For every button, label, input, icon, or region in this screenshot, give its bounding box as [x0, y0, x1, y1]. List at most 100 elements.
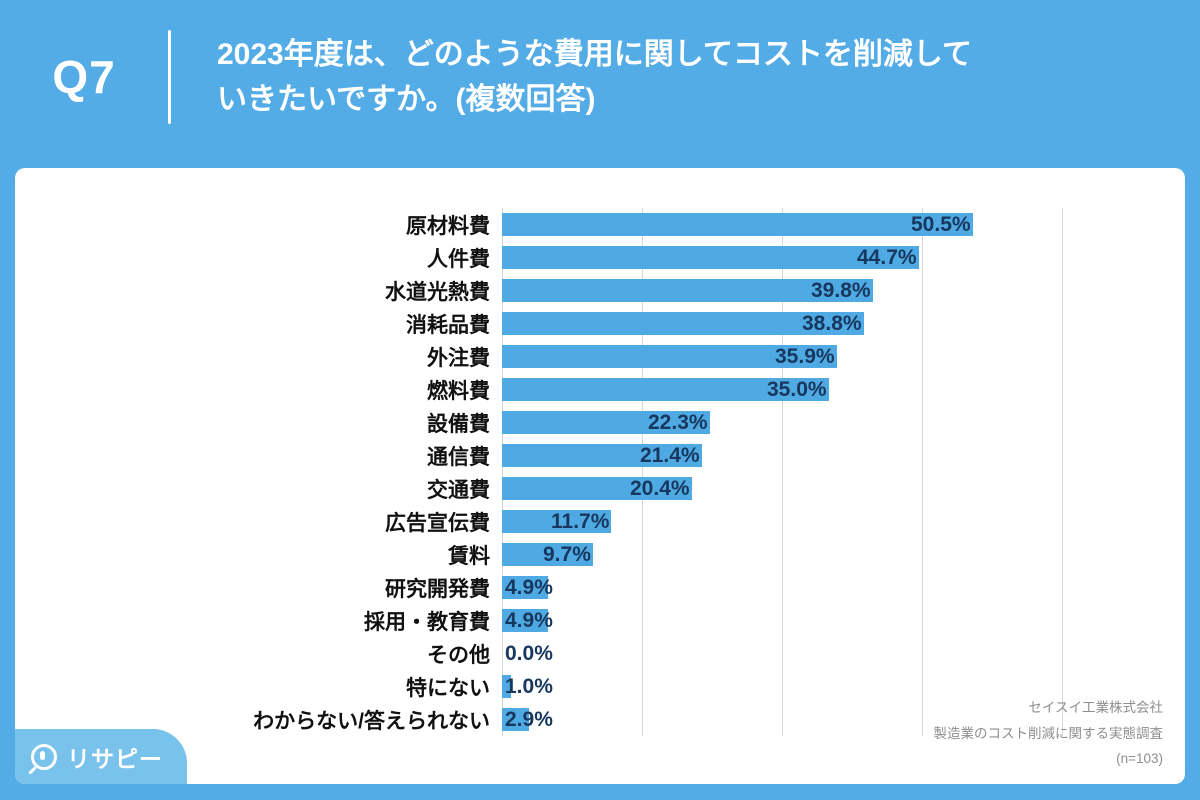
bar-label: 広告宣伝費 — [385, 511, 490, 535]
chart-row: 研究開発費 4.9% — [27, 571, 1062, 604]
bar — [502, 543, 593, 566]
logo-text: リサピー — [67, 745, 163, 772]
magnifier-icon — [31, 743, 57, 770]
source-sample-size: (n=103) — [1116, 751, 1163, 767]
bar-label: 設備費 — [427, 412, 490, 436]
gridline — [642, 208, 643, 736]
bar-value: 44.7% — [857, 245, 917, 269]
source-attribution: セイスイ工業株式会社 製造業のコスト削減に関する実態調査 (n=103) — [934, 695, 1164, 772]
source-company: セイスイ工業株式会社 — [1028, 700, 1163, 716]
bar-label: 外注費 — [427, 346, 490, 370]
gridline — [502, 208, 503, 736]
bar — [502, 378, 829, 401]
bar — [502, 510, 612, 533]
question-title-line2: いきたいですか。(複数回答) — [217, 83, 596, 116]
bar — [502, 609, 548, 632]
bar-label: 特にない — [406, 676, 490, 700]
chart-row: 人件費 44.7% — [27, 241, 1062, 274]
bar — [502, 411, 711, 434]
chart-row: 燃料費 35.0% — [27, 373, 1062, 406]
question-header: Q7 2023年度は、どのような費用に関してコストを削減して いきたいですか。(… — [0, 0, 1200, 168]
bar-label: 採用・教育費 — [364, 610, 490, 634]
bar-track: 20.4% — [502, 472, 1062, 505]
bar-track: 9.7% — [502, 538, 1062, 571]
bar-track: 4.9% — [502, 571, 1062, 604]
bar — [502, 477, 693, 500]
chart-row: その他 0.0% — [27, 637, 1062, 670]
bar-label: 研究開発費 — [385, 577, 490, 601]
question-title: 2023年度は、どのような費用に関してコストを削減して いきたいですか。(複数回… — [217, 32, 972, 122]
bar-value: 4.9% — [505, 608, 553, 632]
bar-value: 0.0% — [505, 641, 553, 665]
gridline — [922, 208, 923, 736]
chart-row: 交通費 20.4% — [27, 472, 1062, 505]
bar-value: 35.0% — [767, 377, 827, 401]
chart-row: わからない/答えられない 2.9% — [27, 703, 1062, 736]
bar-value: 39.8% — [811, 278, 871, 302]
bar-value: 50.5% — [911, 212, 971, 236]
bar — [502, 279, 874, 302]
chart-row: 賃料 9.7% — [27, 538, 1062, 571]
bar-track: 39.8% — [502, 274, 1062, 307]
chart-row: 通信費 21.4% — [27, 439, 1062, 472]
bar-track: 35.9% — [502, 340, 1062, 373]
bar-track: 22.3% — [502, 406, 1062, 439]
chart-row: 水道光熱費 39.8% — [27, 274, 1062, 307]
bar-track: 21.4% — [502, 439, 1062, 472]
bar-label: 人件費 — [427, 247, 490, 271]
bar — [502, 213, 974, 236]
bar-track: 44.7% — [502, 241, 1062, 274]
question-title-line1: 2023年度は、どのような費用に関してコストを削減して — [217, 38, 972, 71]
bar-track: 50.5% — [502, 208, 1062, 241]
chart-rows: 原材料費 50.5% 人件費 44.7% 水道光熱費 39.8% 消耗品費 38… — [27, 208, 1062, 736]
bar — [502, 576, 548, 599]
bar — [502, 708, 530, 731]
bar-label: その他 — [427, 643, 490, 667]
bar-label: 水道光熱費 — [385, 280, 490, 304]
chart-row: 特にない 1.0% — [27, 670, 1062, 703]
bar-value: 11.7% — [551, 509, 610, 533]
bar-track: 11.7% — [502, 505, 1062, 538]
bar-value: 20.4% — [630, 476, 690, 500]
bar — [502, 312, 865, 335]
bar-track: 0.0% — [502, 637, 1062, 670]
bar-label: 消耗品費 — [406, 313, 490, 337]
bar-value: 35.9% — [775, 344, 835, 368]
bar-value: 9.7% — [543, 542, 591, 566]
chart-row: 採用・教育費 4.9% — [27, 604, 1062, 637]
bar-label: 通信費 — [427, 445, 490, 469]
chart-row: 原材料費 50.5% — [27, 208, 1062, 241]
bar — [502, 246, 920, 269]
bar-value: 38.8% — [802, 311, 862, 335]
bar-label: 原材料費 — [406, 214, 490, 238]
bar-track: 38.8% — [502, 307, 1062, 340]
bar-value: 4.9% — [505, 575, 553, 599]
bar — [502, 675, 512, 698]
risapi-logo: リサピー — [15, 729, 187, 784]
bar-track: 4.9% — [502, 604, 1062, 637]
bar-value: 22.3% — [648, 410, 708, 434]
bar-label: 賃料 — [448, 544, 490, 568]
bar — [502, 444, 702, 467]
bar-value: 1.0% — [505, 674, 553, 698]
chart-row: 広告宣伝費 11.7% — [27, 505, 1062, 538]
bar-label: 燃料費 — [427, 379, 490, 403]
chart-row: 消耗品費 38.8% — [27, 307, 1062, 340]
gridline — [782, 208, 783, 736]
bar-track: 1.0% — [502, 670, 1062, 703]
bar-value: 2.9% — [505, 707, 553, 731]
bar-chart: 原材料費 50.5% 人件費 44.7% 水道光熱費 39.8% 消耗品費 38… — [27, 208, 1063, 736]
bar-value: 21.4% — [640, 443, 700, 467]
chart-card: 原材料費 50.5% 人件費 44.7% 水道光熱費 39.8% 消耗品費 38… — [15, 168, 1185, 784]
bar — [502, 345, 838, 368]
bar-label: 交通費 — [427, 478, 490, 502]
question-number: Q7 — [52, 51, 116, 103]
bar-label: わからない/答えられない — [253, 709, 490, 733]
chart-row: 設備費 22.3% — [27, 406, 1062, 439]
source-survey: 製造業のコスト削減に関する実態調査 — [933, 725, 1164, 741]
bar-track: 2.9% — [502, 703, 1062, 736]
header-divider — [168, 30, 171, 124]
chart-row: 外注費 35.9% — [27, 340, 1062, 373]
gridline — [1062, 208, 1063, 736]
bar-track: 35.0% — [502, 373, 1062, 406]
